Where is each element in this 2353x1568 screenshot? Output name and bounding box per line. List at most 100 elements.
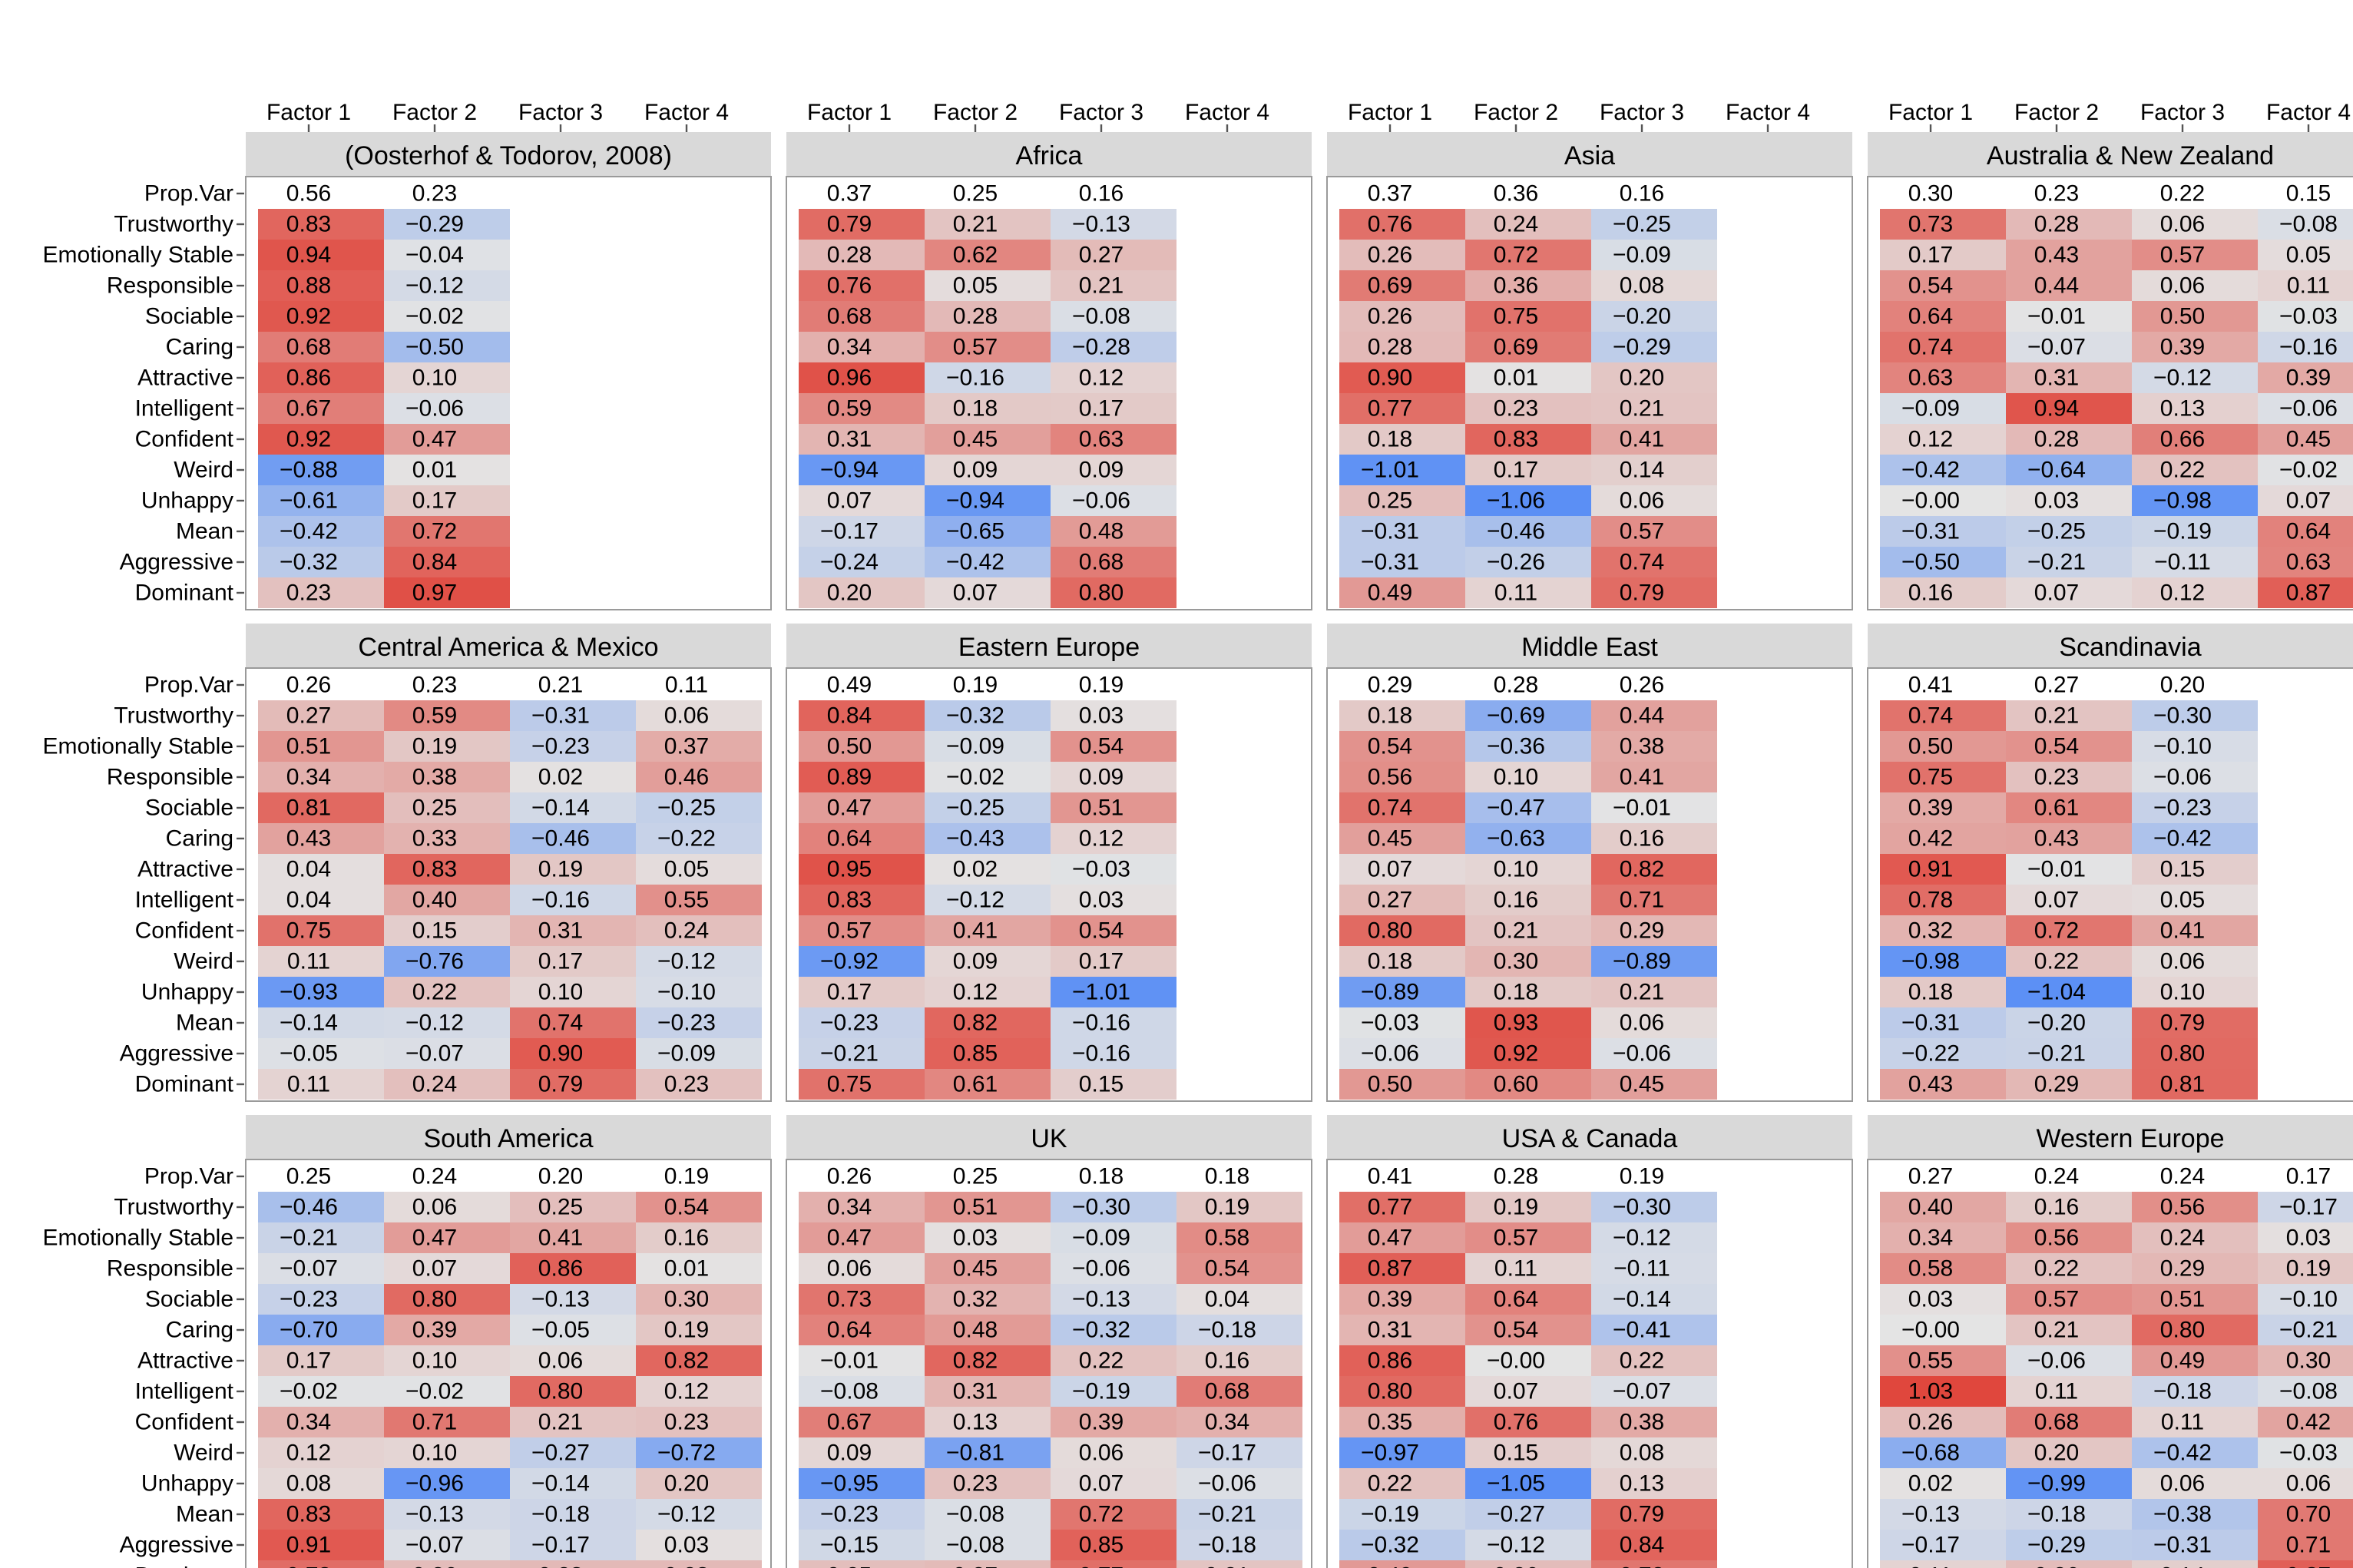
loading-value: −0.32: [946, 703, 1004, 729]
y-axis-row-label: Intelligent: [135, 396, 234, 422]
heatmap-cell: [510, 1560, 636, 1568]
loading-value: −0.02: [2279, 458, 2338, 483]
y-axis-row-label: Mean: [176, 519, 233, 544]
loading-value: −0.19: [1072, 1379, 1130, 1404]
heatmap-cell: [636, 977, 762, 1007]
loading-value: 0.58: [1205, 1226, 1249, 1251]
heatmap-cell: [1591, 1530, 1717, 1560]
heatmap-cell: [384, 270, 510, 301]
heatmap-cell: [510, 792, 636, 823]
heatmap-cell: [1051, 885, 1176, 915]
loading-value: 0.31: [538, 918, 583, 944]
loading-value: −0.07: [1613, 1379, 1671, 1404]
loading-value: 0.75: [827, 1072, 872, 1097]
loading-value: −0.12: [657, 1502, 716, 1527]
heatmap-cell: [2132, 1253, 2258, 1284]
heatmap-cell: [1051, 1192, 1176, 1222]
heatmap-cell: [1591, 209, 1717, 240]
loading-value: 0.35: [1368, 1410, 1412, 1435]
heatmap-cell: [1339, 1315, 1465, 1345]
loading-value: 0.22: [1368, 1471, 1412, 1497]
heatmap-cell: [799, 209, 925, 240]
heatmap-cell: [925, 1407, 1051, 1437]
prop-var-value: 0.26: [286, 673, 331, 698]
loading-value: 0.06: [1079, 1441, 1124, 1466]
loading-value: 0.22: [2034, 1256, 2079, 1282]
loading-value: 0.79: [1620, 1502, 1664, 1527]
loading-value: −0.99: [2027, 1471, 2086, 1497]
heatmap-cell: [1176, 1407, 1302, 1437]
heatmap-cell: [2132, 1345, 2258, 1376]
heatmap-cell: [1339, 362, 1465, 393]
loading-value: 0.49: [2160, 1348, 2205, 1374]
loading-value: −0.36: [1487, 734, 1545, 759]
prop-var-value: 0.27: [1908, 1164, 1953, 1189]
heatmap-cell: [1339, 393, 1465, 424]
heatmap-cell: [2132, 424, 2258, 455]
facet-panel: UK 0.26 0.25 0.18 0.18 0.34 0.51 −0.30 0.19 0.47 0…: [786, 1115, 1312, 1568]
loading-value: 0.96: [827, 366, 872, 391]
loading-value: −1.04: [2027, 980, 2086, 1005]
loading-value: 0.31: [953, 1379, 998, 1404]
loading-value: 0.57: [1494, 1226, 1538, 1251]
heatmap-cell: [2258, 455, 2353, 485]
heatmap-cell: [258, 301, 384, 332]
prop-var-value: 0.18: [1205, 1164, 1249, 1189]
loading-value: 0.51: [1079, 796, 1124, 821]
heatmap-cell: [636, 1007, 762, 1038]
heatmap-cell: [636, 700, 762, 731]
heatmap-cell: [258, 1499, 384, 1530]
loading-value: 0.26: [1368, 304, 1412, 329]
loading-value: 0.74: [1368, 796, 1412, 821]
heatmap-cell: [510, 762, 636, 792]
heatmap-cell: [1465, 1007, 1591, 1038]
heatmap-cell: [1051, 823, 1176, 854]
heatmap-cell: [1051, 577, 1176, 608]
loading-value: −0.06: [405, 396, 464, 422]
y-axis-row-label: Responsible: [107, 273, 233, 299]
heatmap-cell: [1591, 1468, 1717, 1499]
loading-value: 0.28: [2034, 427, 2079, 452]
heatmap-cell: [1591, 762, 1717, 792]
panel-header: [246, 132, 771, 177]
heatmap-cell: [799, 1315, 925, 1345]
loading-value: −0.89: [1613, 949, 1671, 974]
loading-value: −0.08: [2279, 1379, 2338, 1404]
loading-value: 0.80: [2160, 1318, 2205, 1343]
heatmap-cell: [2006, 424, 2132, 455]
heatmap-cell: [925, 946, 1051, 977]
loading-value: 0.03: [1079, 888, 1124, 913]
heatmap-cell: [1880, 792, 2006, 823]
loading-value: 0.30: [664, 1287, 709, 1312]
loading-value: −0.18: [1198, 1318, 1256, 1343]
heatmap-cell: [510, 1437, 636, 1468]
heatmap-cell: [1591, 1345, 1717, 1376]
loading-value: 0.16: [1908, 581, 1953, 606]
loading-value: −0.02: [405, 1379, 464, 1404]
loading-value: 0.43: [2034, 826, 2079, 852]
loading-value: 0.06: [538, 1348, 583, 1374]
loading-value: −0.00: [1487, 1348, 1545, 1374]
heatmap-cell: [925, 1253, 1051, 1284]
heatmap-cell: [1051, 1038, 1176, 1069]
loading-value: −0.29: [2027, 1533, 2086, 1558]
heatmap-cell: [799, 393, 925, 424]
heatmap-cell: [1339, 1253, 1465, 1284]
heatmap-cell: [258, 485, 384, 516]
loading-value: 0.76: [1494, 1410, 1538, 1435]
heatmap-cell: [510, 885, 636, 915]
loading-value: 0.17: [1494, 458, 1538, 483]
loading-value: 0.64: [827, 1318, 872, 1343]
loading-value: −0.13: [1072, 212, 1130, 237]
heatmap-cell: [1465, 1499, 1591, 1530]
heatmap-cell: [1591, 270, 1717, 301]
prop-var-value: 0.37: [827, 181, 872, 207]
heatmap-cell: [1339, 577, 1465, 608]
heatmap-cell: [636, 762, 762, 792]
loading-value: 0.18: [1368, 703, 1412, 729]
prop-var-value: 0.20: [538, 1164, 583, 1189]
loading-value: −0.14: [531, 796, 590, 821]
heatmap-cell: [1591, 1253, 1717, 1284]
y-axis-row-label: Aggressive: [120, 1041, 233, 1067]
loading-value: 0.17: [827, 980, 872, 1005]
